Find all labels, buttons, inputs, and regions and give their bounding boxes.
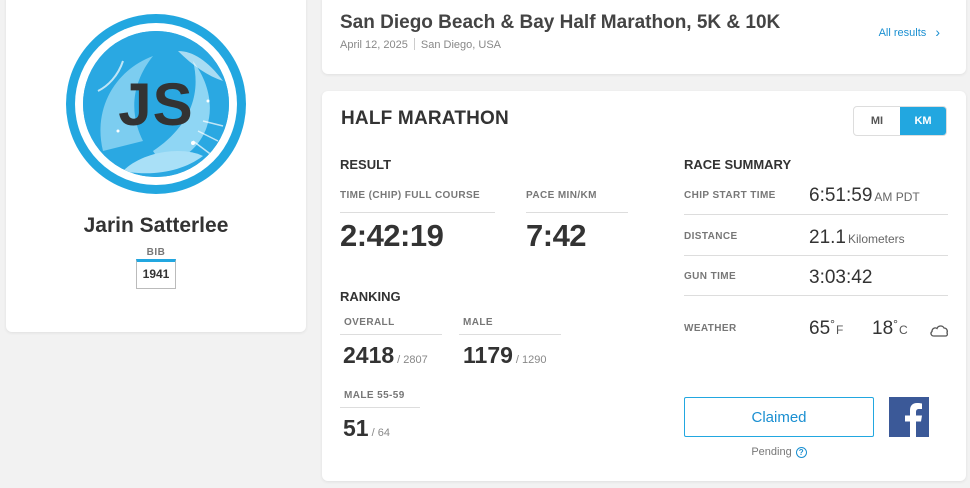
event-date: April 12, 2025: [340, 39, 408, 51]
chip-start-value: 6:51:59: [809, 185, 873, 206]
unit-toggle: MI KM: [853, 106, 947, 136]
event-header-card: San Diego Beach & Bay Half Marathon, 5K …: [322, 0, 966, 74]
age-group-rank-total: / 64: [371, 427, 390, 439]
meta-divider: [413, 38, 415, 50]
chip-time-value: 2:42:19: [340, 218, 444, 253]
overall-rank-total: / 2807: [397, 354, 428, 366]
gender-rank-value: 1179: [463, 342, 513, 368]
chip-start-label: CHIP START TIME: [684, 190, 776, 201]
avatar-initials: JS: [118, 70, 194, 138]
pace-label: PACE MIN/KM: [526, 190, 597, 201]
race-summary-title: RACE SUMMARY: [684, 157, 792, 172]
help-icon[interactable]: ?: [795, 447, 807, 458]
unit-km-button[interactable]: KM: [900, 107, 946, 135]
athlete-name: Jarin Satterlee: [83, 214, 229, 237]
distance: 21.1 Kilometers: [809, 227, 905, 249]
event-location: San Diego, USA: [420, 39, 501, 51]
cloud-icon: [930, 325, 949, 337]
gender-rank-label: MALE: [463, 317, 493, 328]
age-group-rank-value: 51: [343, 415, 369, 441]
athlete-avatar: JS: [66, 14, 246, 194]
overall-rank: 2418/ 2807: [343, 342, 428, 369]
all-results-link[interactable]: All results ›: [879, 24, 940, 40]
chip-start: 6:51:59 AM PDT: [809, 185, 920, 207]
event-meta: April 12, 2025 San Diego, USA: [340, 38, 501, 51]
avatar-background-art: [83, 31, 229, 177]
gender-rank: 1179/ 1290: [463, 342, 547, 369]
facebook-share-button[interactable]: [889, 397, 929, 437]
age-group-rank-label: MALE 55-59: [344, 390, 405, 401]
event-title: San Diego Beach & Bay Half Marathon, 5K …: [340, 12, 781, 33]
overall-rank-label: OVERALL: [344, 317, 395, 328]
weather-label: WEATHER: [684, 323, 737, 334]
gender-rank-total: / 1290: [515, 354, 547, 366]
distance-label: DISTANCE: [684, 231, 738, 242]
gun-time-value: 3:03:42: [809, 267, 873, 288]
result-section-title: RESULT: [340, 157, 392, 172]
distance-value: 21.1: [809, 227, 846, 248]
chip-start-timezone: AM PDT: [874, 190, 920, 204]
pending-label: Pending: [751, 446, 792, 458]
weather-temperature-c: 18°C: [872, 317, 908, 339]
gun-time-label: GUN TIME: [684, 271, 737, 282]
race-title: HALF MARATHON: [341, 108, 509, 129]
distance-unit: Kilometers: [847, 232, 905, 246]
unit-mi-button[interactable]: MI: [870, 115, 884, 127]
pace-value: 7:42: [526, 218, 587, 253]
pending-status: Pending?: [684, 446, 874, 458]
age-group-rank: 51/ 64: [343, 415, 390, 442]
bib-label: BIB: [146, 247, 166, 258]
all-results-label: All results: [878, 27, 927, 39]
ranking-section-title: RANKING: [340, 289, 401, 304]
race-results-card: HALF MARATHON MI KM RESULT TIME (CHIP) F…: [322, 91, 966, 481]
bib-number: 1941: [136, 259, 176, 289]
athlete-profile-card: JS Jarin Satterlee BIB 1941: [6, 0, 306, 332]
overall-rank-value: 2418: [343, 342, 395, 368]
chevron-right-icon: ›: [935, 24, 940, 40]
claimed-button[interactable]: Claimed: [684, 397, 874, 437]
facebook-icon: [905, 403, 922, 437]
weather-temperature-f: 65°F: [809, 317, 844, 339]
time-chip-label: TIME (CHIP) FULL COURSE: [340, 190, 481, 201]
